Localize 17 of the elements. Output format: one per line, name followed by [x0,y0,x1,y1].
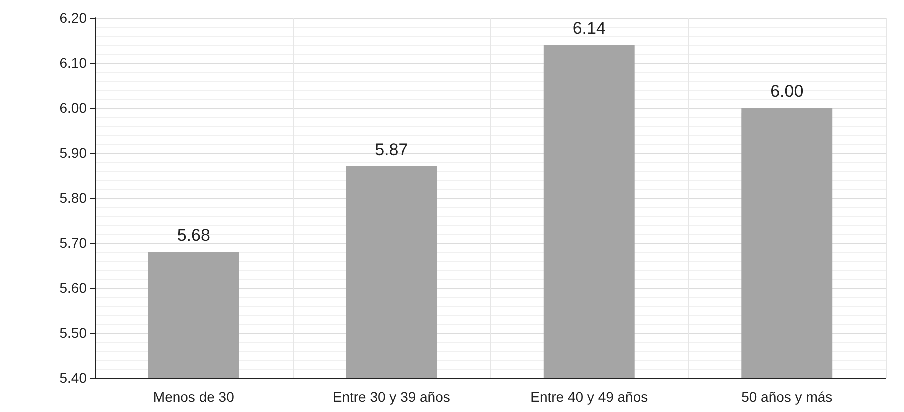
y-tick-label: 5.60 [60,280,88,296]
y-tick-label: 6.20 [60,10,88,26]
x-tick-label: Entre 40 y 49 años [530,389,648,405]
data-label: 5.68 [177,226,210,245]
y-tick-label: 6.00 [60,100,88,116]
data-label: 5.87 [375,140,408,160]
y-tick-label: 5.90 [60,145,88,161]
x-tick-label: Entre 30 y 39 años [332,389,450,405]
data-label: 6.14 [572,19,606,38]
data-label: 6.00 [770,82,804,101]
y-tick-label: 5.40 [60,370,88,386]
y-tick-label: 6.10 [60,55,88,71]
x-tick-label: Menos de 30 [153,389,235,405]
y-tick-label: 5.70 [60,235,88,251]
y-tick-label: 5.80 [60,190,88,206]
x-tick-label: 50 años y más [742,389,833,405]
y-tick-label: 5.50 [60,325,88,341]
